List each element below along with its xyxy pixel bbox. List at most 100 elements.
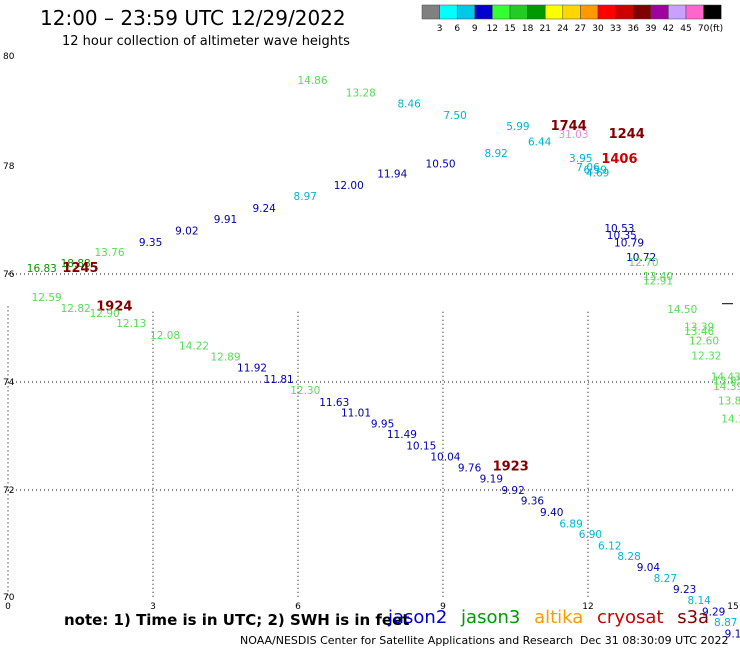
x-tick-label: 6 [295,602,301,612]
wave-height-label: 9.04 [637,562,661,574]
wave-height-label: 8.28 [617,551,640,563]
wave-height-label: 10.04 [430,451,460,463]
buoy-id-label: 1406 [601,152,637,167]
wave-height-label: 12.60 [689,336,719,348]
wave-height-label: 8.14 [687,595,711,607]
page-title: 12:00 – 23:59 UTC 12/29/2022 [40,6,346,30]
wave-height-label: 11.63 [319,397,349,409]
legend-tick-label: 3 [437,24,443,34]
legend-tick-label: 33 [610,24,621,34]
y-tick-label: 70 [3,593,15,603]
legend-swatch [703,4,722,20]
wave-height-label: 10.53 [604,223,634,235]
legend-tick-label: 6 [454,24,460,34]
footer-note: note: 1) Time is in UTC; 2) SWH is in fe… [64,611,410,629]
buoy-id-label: 1924 [96,300,132,315]
wave-height-label: 31.03 [558,129,588,141]
y-tick-label: 74 [3,378,15,388]
buoy-id-label: 1245 [62,261,98,276]
satellite-altika: altika [534,607,584,628]
wave-height-label: 11.94 [377,168,407,180]
wave-height-label: 12.89 [210,351,240,363]
wave-height-label: 12.91 [643,275,673,287]
wave-height-label: 9.92 [501,485,524,497]
legend-tick-label: 15 [504,24,515,34]
wave-height-label: 8.92 [484,148,507,160]
color-scale-legend: 3 6 9 12 15 18 21 24 27 30 33 36 39 42 45 70 (ft) [421,4,724,34]
wave-height-label: 12.59 [32,292,62,304]
generated-timestamp: Dec 31 08:30:09 UTC 2022 [580,634,729,647]
y-tick-label: 76 [3,270,15,280]
wave-height-label: 13.76 [94,247,124,259]
wave-height-label: 6.89 [559,518,582,530]
wave-height-label: 7.50 [443,110,466,122]
page-subtitle: 12 hour collection of altimeter wave hei… [62,34,350,49]
wave-height-label: 9.19 [480,473,503,485]
wave-height-label: 12.90 [90,308,120,320]
wave-height-label: 3.95 [569,153,592,165]
wave-height-label: 13.40 [643,271,673,283]
wave-height-label: 9.76 [458,463,482,475]
wave-height-label: 13.81 [718,396,740,408]
wave-height-label: 18.88 [61,258,91,270]
wave-height-label: 5.99 [506,121,529,133]
wave-height-label: 14.86 [297,75,327,87]
credit-line: NOAA/NESDIS Center for Satellite Applica… [240,634,574,647]
x-tick-label: 0 [5,602,11,612]
wave-height-label: 12.30 [290,385,320,397]
wave-height-label: 10.79 [614,237,644,249]
satellite-legend: jason2 jason3 altika cryosat s3a [388,607,717,628]
wave-height-label: 9.36 [521,496,545,508]
wave-height-label: 9.40 [540,507,563,519]
wave-height-label: 16.83 [27,263,57,275]
wave-height-label: 9.1 [725,628,740,640]
legend-tick-label: 36 [627,24,639,34]
wave-height-label: 12.32 [691,350,721,362]
wave-height-label: 10.35 [607,230,637,242]
wave-height-label: 12.08 [150,330,180,342]
x-tick-label: 9 [440,602,446,612]
wave-height-label: 9.35 [139,237,162,249]
x-tick-label: 3 [150,602,156,612]
legend-tick-label: 70 [698,24,710,34]
wave-height-label: 6.59 [584,165,607,177]
wave-height-label: 9.02 [175,226,198,238]
wave-height-label: 9.24 [252,203,276,215]
legend-tick-label: 39 [645,24,657,34]
legend-tick-label: 27 [575,24,586,34]
legend-tick-label: 42 [663,24,674,34]
wave-height-label: 6.12 [598,540,621,552]
wave-height-label: 13.28 [346,87,376,99]
wave-height-label: 12.13 [116,318,146,330]
wave-height-label: 13.39 [684,322,714,334]
wave-height-label: 7.06 [576,162,600,174]
wave-height-label: 14.1 [721,414,740,426]
wave-height-label: 11.92 [237,363,267,375]
wave-height-label: 9.29 [702,606,725,618]
legend-tick-label: 21 [539,24,550,34]
wave-height-label: 8.46 [397,99,421,111]
wave-height-label: 10.72 [626,252,656,264]
x-tick-label: 15 [727,602,738,612]
wave-height-label: 6.90 [579,529,602,541]
buoy-id-label: 1923 [493,460,529,475]
wave-height-label: 12.70 [629,257,659,269]
legend-tick-label: 9 [472,24,478,34]
wave-height-label: 14.39 [713,381,740,393]
legend-unit-label: (ft) [710,24,724,34]
legend-tick-label: 45 [680,24,691,34]
wave-height-label: 6.44 [528,136,552,148]
buoy-id-label: 1744 [551,119,587,134]
wave-height-label: 8.87 [714,617,737,629]
wave-height-label: 8.97 [294,191,317,203]
y-tick-label: 78 [3,162,15,172]
wave-height-label: 14.43 [711,371,740,383]
wave-height-label: 13.85 [713,376,740,388]
wave-height-label: 9.91 [214,214,237,226]
wave-height-label: 10.50 [426,159,456,171]
wave-height-label: 9.95 [371,418,394,430]
satellite-s3a: s3a [677,607,710,628]
wave-height-label: 14.50 [667,304,697,316]
satellite-jason2: jason2 [388,607,448,628]
wave-height-label: 9.23 [673,584,696,596]
